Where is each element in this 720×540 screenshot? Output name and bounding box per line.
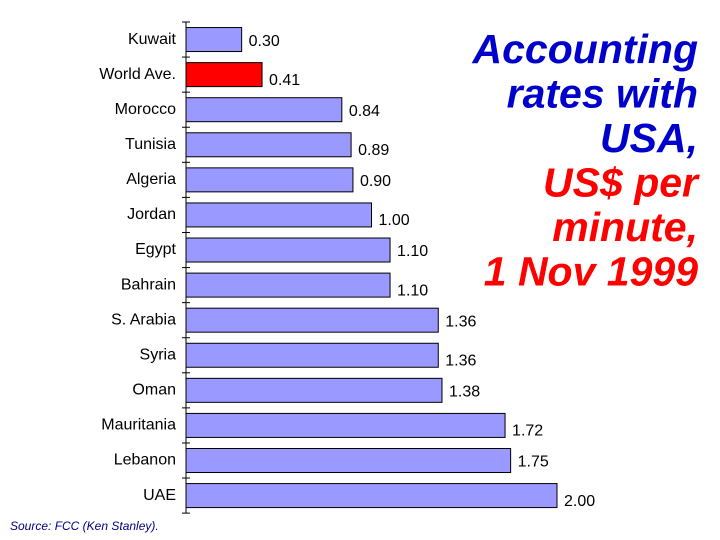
bar (185, 202, 372, 228)
bar (185, 97, 343, 123)
y-tick-label: Oman (132, 382, 176, 399)
value-label: 1.10 (397, 243, 428, 260)
value-label: 1.72 (512, 423, 543, 440)
y-tick-label: Lebanon (114, 452, 176, 469)
bar (185, 62, 263, 88)
value-label: 1.36 (445, 313, 476, 330)
chart-title: rates with (507, 70, 698, 116)
bar (185, 377, 443, 403)
bar (185, 27, 243, 53)
y-tick-label: S. Arabia (111, 311, 176, 328)
value-label: 0.89 (358, 142, 389, 159)
chart-title: Accounting (472, 26, 698, 72)
bar (185, 237, 391, 263)
value-label: 2.00 (564, 493, 595, 510)
y-tick-label: Egypt (135, 241, 176, 258)
value-label: 1.00 (379, 212, 410, 229)
bar (185, 483, 558, 509)
y-tick-label: Algeria (126, 171, 176, 188)
y-tick-label: World Ave. (99, 66, 176, 83)
bar (185, 342, 439, 368)
bar (185, 412, 506, 438)
chart-title: minute, (552, 204, 698, 250)
y-tick-label: Kuwait (128, 31, 177, 48)
value-label: 0.41 (269, 72, 300, 89)
bar (185, 132, 352, 158)
bar (185, 448, 512, 473)
value-label: 0.84 (349, 103, 380, 120)
y-tick-label: Mauritania (101, 417, 176, 434)
y-tick-label: Jordan (127, 206, 176, 223)
bar (185, 167, 354, 193)
value-label: 1.75 (518, 454, 549, 471)
chart-title: US$ per (543, 159, 700, 205)
value-label: 0.30 (249, 33, 280, 50)
y-tick-label: Bahrain (121, 276, 176, 293)
y-tick-label: Tunisia (125, 136, 176, 153)
value-label: 1.10 (397, 282, 428, 299)
y-tick-label: Morocco (115, 101, 176, 118)
chart-title: 1 Nov 1999 (484, 248, 698, 294)
chart-title: USA, (600, 115, 698, 161)
bar (185, 307, 439, 333)
value-label: 1.38 (449, 384, 480, 401)
bar (185, 272, 391, 298)
y-tick-label: Syria (140, 346, 177, 363)
source: Source: FCC (Ken Stanley). (10, 519, 159, 533)
value-label: 0.90 (360, 173, 391, 190)
value-label: 1.36 (445, 352, 476, 369)
y-tick-label: UAE (143, 487, 176, 504)
